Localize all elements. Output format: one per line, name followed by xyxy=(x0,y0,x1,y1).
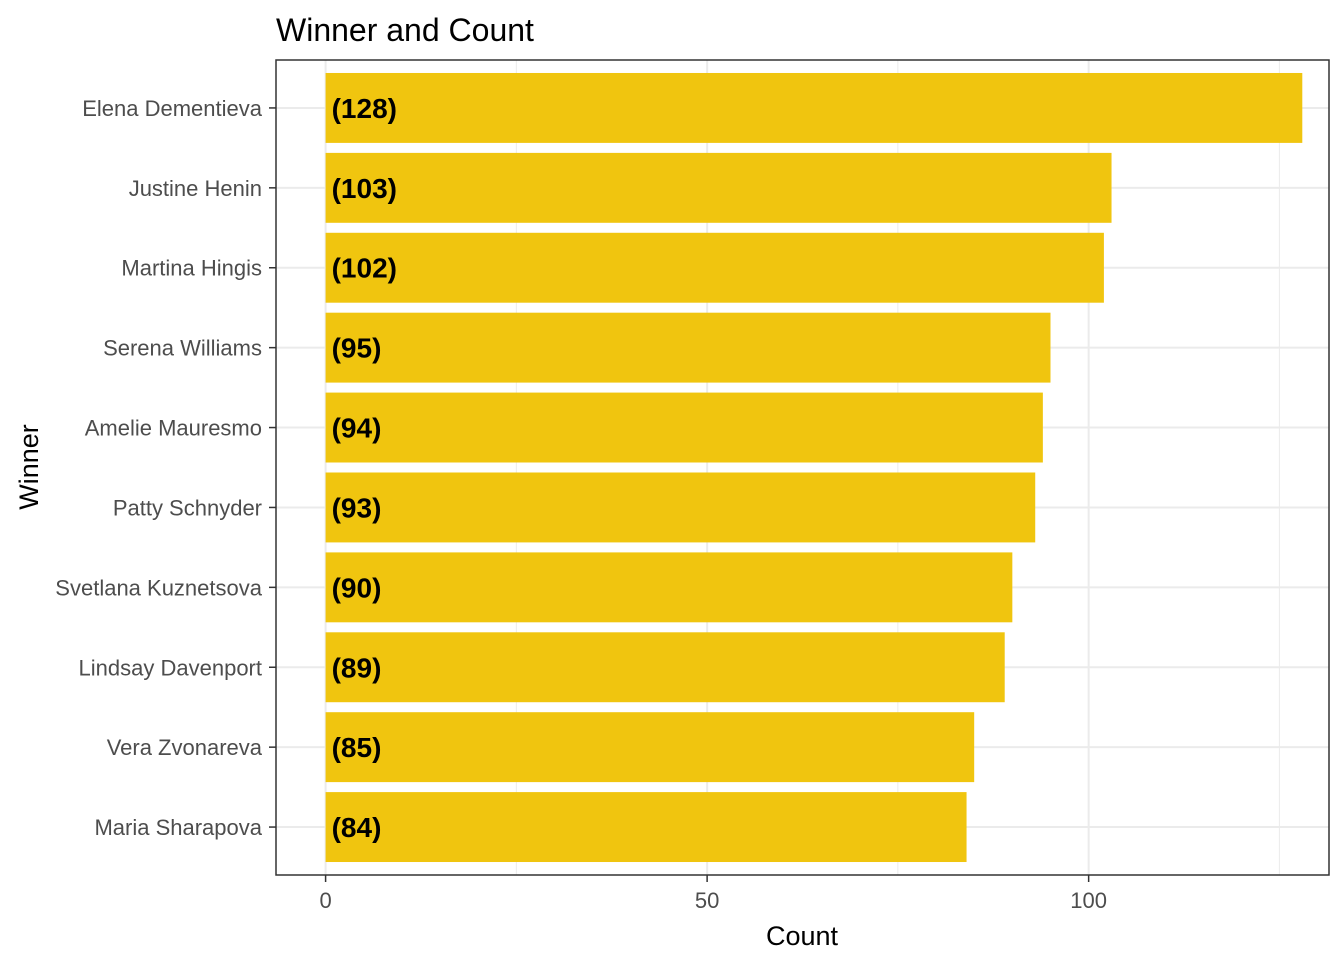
bar-data-label: (128) xyxy=(332,93,397,124)
y-tick-label: Maria Sharapova xyxy=(94,815,262,840)
bar xyxy=(325,392,1043,463)
x-tick-label: 100 xyxy=(1070,888,1107,913)
bar-data-label: (94) xyxy=(332,413,382,444)
bar-data-label: (84) xyxy=(332,812,382,843)
plot-panel-border xyxy=(275,59,1330,876)
bar-data-label: (89) xyxy=(332,652,382,683)
bar-data-label: (95) xyxy=(332,333,382,364)
y-tick-label: Justine Henin xyxy=(129,176,262,201)
bar-data-label: (103) xyxy=(332,173,397,204)
bars: (128) (103) (102) (95) (94) (93) (90) (89) (85) (… xyxy=(325,72,1303,863)
bar-data-label: (102) xyxy=(332,253,397,284)
bar xyxy=(325,472,1036,543)
y-tick-label: Serena Williams xyxy=(103,336,262,361)
x-tick-label: 50 xyxy=(695,888,719,913)
bar xyxy=(325,632,1005,703)
bar xyxy=(325,792,967,863)
y-tick-label: Vera Zvonareva xyxy=(107,735,263,760)
x-axis: 0 50 100 xyxy=(319,875,1107,913)
x-tick-label: 0 xyxy=(319,888,331,913)
bar xyxy=(325,72,1303,143)
y-axis: Elena Dementieva Justine Henin Martina Hin… xyxy=(55,96,276,840)
bar xyxy=(325,312,1051,383)
y-tick-label: Lindsay Davenport xyxy=(79,655,262,680)
bar-data-label: (85) xyxy=(332,732,382,763)
bar-data-label: (93) xyxy=(332,492,382,523)
y-tick-label: Svetlana Kuznetsova xyxy=(55,575,262,600)
bar xyxy=(325,152,1112,223)
bar xyxy=(325,232,1104,303)
y-tick-label: Elena Dementieva xyxy=(82,96,263,121)
chart-title: Winner and Count xyxy=(276,12,534,48)
y-tick-label: Amelie Mauresmo xyxy=(85,416,262,441)
x-axis-title: Count xyxy=(766,921,839,951)
y-axis-title: Winner xyxy=(14,424,44,510)
bar xyxy=(325,712,975,783)
bar-data-label: (90) xyxy=(332,572,382,603)
y-tick-label: Patty Schnyder xyxy=(113,495,262,520)
bar xyxy=(325,552,1013,623)
y-tick-label: Martina Hingis xyxy=(121,256,262,281)
